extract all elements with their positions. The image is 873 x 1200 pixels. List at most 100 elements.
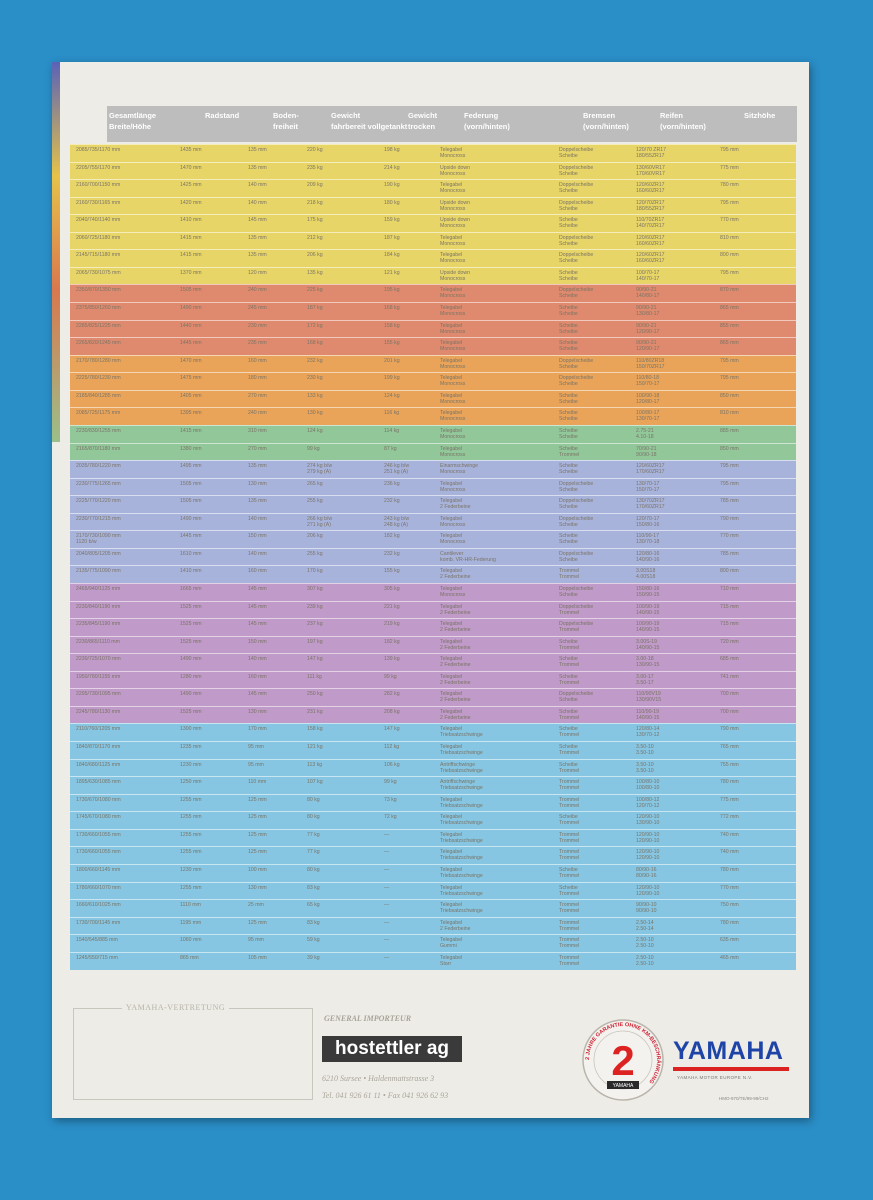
table-cell: —	[384, 866, 390, 873]
table-cell: 80 kg	[307, 796, 320, 803]
table-cell: 73 kg	[384, 796, 397, 803]
table-cell: 105 mm	[248, 954, 267, 961]
table-cell: 1505 mm	[180, 480, 202, 487]
table-cell: 2230/840/1190 mm	[76, 603, 121, 610]
table-row: 2245/780/1130 mm 1525 mm 130 mm 231 kg 208 k…	[70, 705, 796, 725]
table-cell: 274 kg b/w 279 kg (A)	[307, 463, 333, 476]
table-cell: Telegabel Monocross	[440, 287, 466, 300]
table-cell: 110/80-18 150/70-17	[636, 375, 660, 388]
table-cell: 110/90V19 130/90V15	[636, 691, 662, 704]
table-cell: 1405 mm	[180, 392, 202, 399]
table-cell: 135 mm	[248, 463, 267, 470]
table-cell: 240 mm	[248, 410, 267, 417]
table-cell: 795 mm	[720, 269, 739, 276]
table-cell: 1300 mm	[180, 726, 202, 733]
table-row: 2060/725/1180 mm 1415 mm 135 mm 212 kg 187 k…	[70, 231, 796, 251]
table-cell: 90/90-21 120/90-17	[636, 322, 660, 335]
table-cell: 130/70-17 150/70-17	[636, 480, 660, 493]
table-cell: 198 kg	[384, 147, 400, 153]
table-cell: 110/90-19 140/90-15	[636, 708, 660, 721]
table-cell: Telegabel Triebsatzschwinge	[440, 744, 483, 757]
table-row: 1730/660/1055 mm 1255 mm 125 mm 77 kg — Teleg…	[70, 828, 796, 848]
table-cell: Telegabel Monocross	[440, 357, 466, 370]
table-cell: 1060 mm	[180, 937, 202, 944]
header-gesamtlaenge: Gesamtlänge Breite/Höhe	[109, 111, 157, 131]
general-importer-label: GENERAL IMPORTEUR	[324, 1014, 412, 1023]
table-cell: 172 kg	[307, 322, 323, 329]
table-cell: 187 kg	[384, 234, 400, 241]
table-cell: Doppelscheibe Scheibe	[559, 199, 594, 212]
table-cell: 230 mm	[248, 322, 267, 329]
table-row: 2165/870/1180 mm 1380 mm 270 mm 99 kg 87 kg T…	[70, 442, 796, 462]
table-cell: 305 kg	[384, 586, 400, 592]
header-gewicht-trocken: Gewicht trocken	[408, 111, 438, 131]
table-header: Gesamtlänge Breite/Höhe Radstand Boden- …	[107, 106, 797, 142]
badge-number: 2	[611, 1037, 634, 1084]
table-cell: 80 kg	[307, 866, 320, 873]
table-cell: 120/60ZR17 170/60ZR17	[636, 463, 665, 476]
table-cell: Doppelscheibe Trommel	[559, 603, 594, 616]
table-cell: 184 kg	[384, 252, 400, 259]
table-cell: 83 kg	[307, 919, 320, 926]
table-cell: 95 mm	[248, 761, 264, 768]
table-cell: 130/60VR17 170/60VR17	[636, 164, 665, 177]
table-cell: 145 mm	[248, 691, 267, 698]
table-cell: Telegabel Monocross	[440, 533, 466, 546]
table-cell: Upside down Monocross	[440, 164, 470, 177]
table-cell: Doppelscheibe Scheibe	[559, 252, 594, 265]
yamaha-motor-europe: YAMAHA MOTOR EUROPE N.V.	[677, 1075, 753, 1080]
table-cell: Trommel Trommel	[559, 831, 580, 844]
table-cell: Telegabel Monocross	[440, 340, 466, 353]
table-cell: 2230/725/1070 mm	[76, 656, 121, 663]
table-cell: 125 mm	[248, 831, 267, 838]
table-cell: 1245/550/715 mm	[76, 954, 118, 961]
table-cell: 2350/870/1350 mm	[76, 287, 121, 294]
table-cell: 1410 mm	[180, 217, 202, 224]
table-cell: 120/90-10 130/90-10	[636, 814, 660, 827]
table-cell: 100/90-19 140/90-15	[636, 621, 660, 634]
table-cell: 2160/700/1150 mm	[76, 182, 121, 189]
table-row: 2230/830/1255 mm 1415 mm 310 mm 124 kg 114 k…	[70, 424, 796, 444]
table-cell: 1410 mm	[180, 568, 202, 575]
table-cell: Trommel Trommel	[559, 937, 580, 950]
table-row: 2230/865/1110 mm 1525 mm 150 mm 197 kg 182 k…	[70, 635, 796, 655]
table-cell: 111 kg	[307, 673, 322, 680]
table-cell: —	[384, 884, 390, 891]
table-cell: 235 kg	[307, 164, 323, 171]
table-cell: 225 kg	[307, 287, 323, 294]
table-cell: 2170/730/1090 mm 1120 b/w	[76, 533, 121, 546]
table-cell: 465 mm	[720, 954, 739, 961]
table-cell: Trommel Trommel	[559, 568, 580, 581]
table-cell: Scheibe Trommel	[559, 884, 580, 897]
table-cell: 170 mm	[248, 726, 267, 733]
table-cell: Scheibe Trommel	[559, 744, 580, 757]
table-cell: 870 mm	[720, 287, 739, 294]
table-cell: 100/80-10 100/80-10	[636, 779, 660, 792]
table-cell: 110/90-17 130/70-18	[636, 533, 660, 546]
table-cell: 168 kg	[384, 305, 400, 312]
table-cell: 231 kg	[307, 708, 323, 715]
table-cell: 3.50-10 3.50-10	[636, 761, 654, 774]
table-cell: 133 kg	[307, 392, 323, 399]
table-cell: 140 mm	[248, 515, 267, 522]
table-cell: 201 kg	[384, 357, 400, 364]
table-row: 2035/780/1220 mm 1495 mm 135 mm 274 kg b/w …	[70, 460, 796, 479]
table-cell: —	[384, 902, 390, 909]
table-cell: 790 mm	[720, 726, 739, 733]
table-cell: 1420 mm	[180, 199, 202, 206]
table-cell: 800 mm	[720, 568, 739, 575]
table-cell: 741 mm	[720, 673, 739, 680]
table-cell: 765 mm	[720, 744, 739, 751]
table-row: 2225/770/1220 mm 1505 mm 135 mm 255 kg 232 k…	[70, 495, 796, 514]
table-cell: 113 kg	[307, 761, 323, 768]
table-cell: 195 kg	[384, 287, 400, 294]
table-cell: 110/80ZR18 150/70ZR17	[636, 357, 665, 370]
table-cell: 1255 mm	[180, 814, 202, 821]
table-cell: 1255 mm	[180, 796, 202, 803]
table-cell: 187 kg	[307, 305, 323, 312]
table-cell: 1525 mm	[180, 638, 202, 645]
table-cell: 2185/840/1285 mm	[76, 392, 121, 399]
table-cell: 2265/820/1245 mm	[76, 340, 121, 347]
table-cell: 110/70ZR17 140/70ZR17	[636, 217, 665, 230]
table-cell: 221 kg	[384, 603, 400, 610]
